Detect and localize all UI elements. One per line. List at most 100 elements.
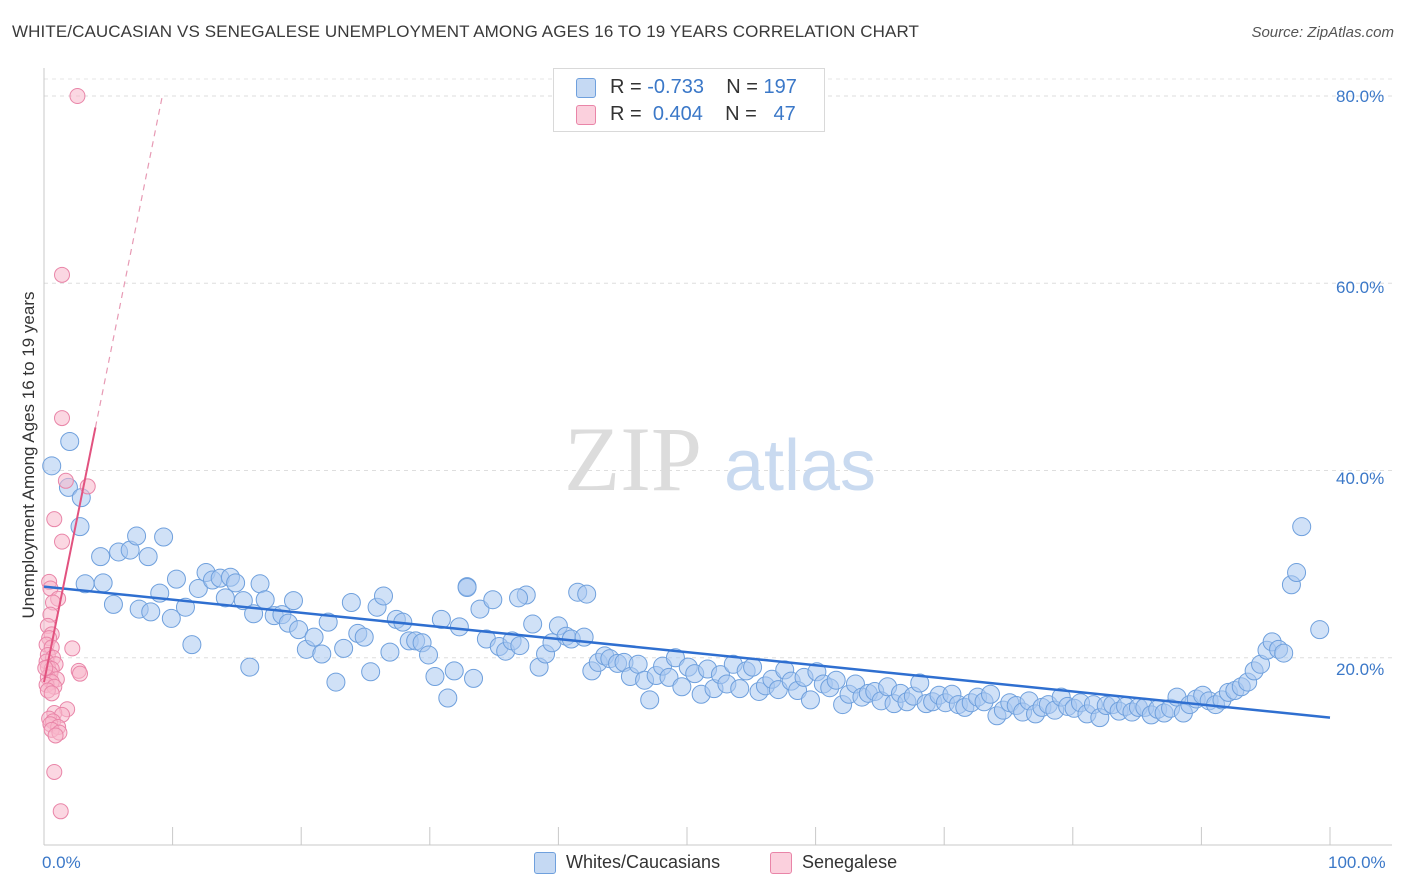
point-whites [510, 636, 530, 656]
point-whites [628, 654, 648, 674]
point-whites [42, 456, 62, 476]
point-whites [743, 657, 763, 677]
point-whites [91, 547, 111, 567]
legend-r-value: -0.733 [647, 76, 704, 98]
legend-n-value: 47 [773, 103, 796, 125]
point-whites [283, 591, 303, 611]
legend-r-label: R = [610, 103, 642, 125]
point-whites [138, 547, 158, 567]
bottom-legend-label-senegalese: Senegalese [802, 852, 898, 872]
point-whites [1274, 643, 1294, 663]
point-senegalese [47, 727, 64, 744]
point-whites [419, 645, 439, 665]
y-tick-label-20: 20.0% [1336, 660, 1385, 679]
point-whites [509, 588, 529, 608]
trendline-whites [43, 585, 1331, 719]
point-whites [250, 574, 270, 594]
source-credit: Source: ZipAtlas.com [1251, 24, 1394, 41]
point-whites [341, 593, 361, 613]
bottom-legend-swatch-blue [534, 852, 556, 874]
legend-n-label: N = [725, 103, 757, 125]
point-whites [93, 573, 113, 593]
point-whites [1287, 563, 1307, 583]
point-whites [361, 662, 381, 682]
y-tick-label-60: 60.0% [1336, 278, 1385, 297]
point-whites [188, 578, 208, 598]
point-whites [910, 673, 930, 693]
point-whites [318, 612, 338, 632]
bottom-legend-swatch-pink [770, 852, 792, 874]
trendline-senegalese-extension [94, 95, 163, 428]
point-whites [380, 642, 400, 662]
point-whites [141, 602, 161, 622]
y-axis-label: Unemployment Among Ages 16 to 19 years [19, 291, 38, 619]
chart-title: WHITE/CAUCASIAN VS SENEGALESE UNEMPLOYME… [12, 22, 920, 41]
point-whites [326, 672, 346, 692]
legend-swatch-pink [576, 105, 596, 125]
point-whites [640, 690, 660, 710]
point-whites [800, 690, 820, 710]
point-senegalese [57, 472, 74, 489]
point-senegalese [46, 763, 63, 780]
series-whites-points [42, 431, 1330, 728]
point-whites [103, 594, 123, 614]
point-whites [161, 608, 181, 628]
trend-lines [43, 95, 1331, 719]
point-whites [240, 657, 260, 677]
y-tick-label-40: 40.0% [1336, 469, 1385, 488]
trendline-senegalese [43, 427, 97, 683]
point-whites [470, 599, 490, 619]
watermark-atlas: atlas [724, 426, 876, 506]
point-whites [659, 667, 679, 687]
point-whites [438, 688, 458, 708]
point-whites [255, 590, 275, 610]
point-whites [980, 684, 1000, 704]
point-whites [730, 679, 750, 699]
point-whites [334, 638, 354, 658]
watermark: ZIP atlas [564, 408, 876, 510]
legend-n-value: 197 [763, 76, 797, 98]
point-whites [464, 668, 484, 688]
point-senegalese [64, 640, 81, 657]
point-whites [289, 620, 309, 640]
point-whites [483, 590, 503, 610]
point-whites [304, 627, 324, 647]
correlation-legend: R = -0.733 N = 197 R = 0.404 N = 47 [553, 68, 825, 132]
point-senegalese [54, 410, 71, 427]
point-whites [577, 584, 597, 604]
point-whites [182, 635, 202, 655]
point-whites [457, 578, 477, 598]
axes [43, 68, 1392, 846]
point-whites [672, 677, 692, 697]
point-senegalese [54, 533, 71, 550]
bottom-legend-label-whites: Whites/Caucasians [566, 852, 721, 872]
point-whites [127, 526, 147, 546]
point-senegalese [43, 685, 60, 702]
y-tick-label-80: 80.0% [1336, 87, 1385, 106]
grid-lines [44, 78, 1392, 659]
watermark-zip: ZIP [564, 408, 702, 510]
point-whites [354, 627, 374, 647]
x-max-label: 100.0% [1328, 853, 1386, 872]
point-whites [665, 648, 685, 668]
legend-r-value: 0.404 [652, 103, 703, 125]
point-whites [154, 527, 174, 547]
point-senegalese [72, 665, 89, 682]
point-whites [425, 666, 445, 686]
point-whites [233, 591, 253, 611]
point-whites [60, 431, 80, 451]
point-whites [444, 661, 464, 681]
legend-n-label: N = [726, 76, 758, 98]
point-senegalese [52, 803, 69, 820]
point-whites [226, 573, 246, 593]
point-senegalese [69, 88, 86, 104]
point-whites [1292, 517, 1312, 537]
point-whites [449, 617, 469, 637]
x-min-label: 0.0% [42, 853, 81, 872]
legend-r-label: R = [610, 76, 642, 98]
point-senegalese [46, 511, 63, 528]
point-whites [431, 609, 451, 629]
point-whites [1310, 620, 1330, 640]
point-whites [826, 670, 846, 690]
